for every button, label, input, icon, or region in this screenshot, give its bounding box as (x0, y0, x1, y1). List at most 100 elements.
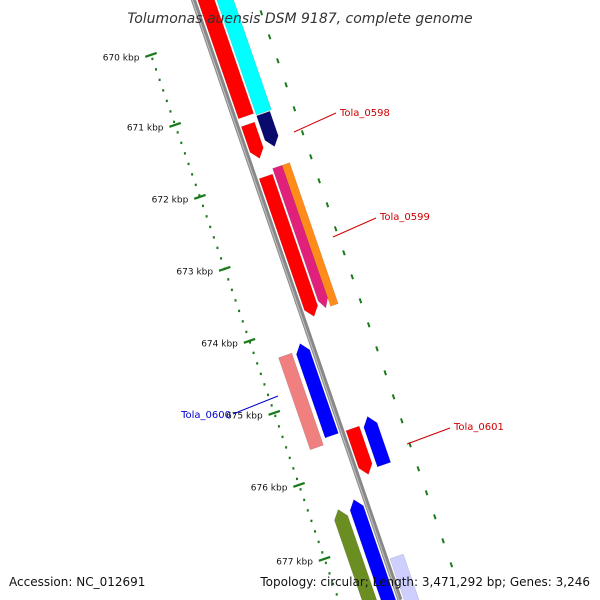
gene-feature-tola-0601 (363, 416, 392, 468)
scale-dot (165, 99, 168, 103)
feature-dash (267, 34, 272, 40)
scale-tick-label: 676 kbp (251, 483, 288, 493)
scale-dot (285, 446, 288, 449)
gene-features (197, 0, 420, 600)
scale-dot (314, 530, 317, 533)
scale-dot (216, 246, 219, 250)
scale-tick (268, 409, 281, 416)
gene-feature-tola-0598 (256, 110, 279, 148)
feature-dash (276, 58, 280, 64)
scale-dot (187, 162, 190, 166)
gene-feature-0600-blue (296, 343, 339, 439)
scale-dot (321, 551, 324, 554)
scale-dot (238, 309, 241, 313)
scale-dot (198, 194, 201, 197)
scale-dot (317, 540, 320, 544)
gene-feature-0601-red (345, 425, 373, 475)
feature-dash (284, 82, 288, 88)
gene-feature-top-cyan (216, 0, 272, 116)
scale-tick (144, 51, 158, 58)
feature-dash (433, 514, 437, 520)
feature-dash (292, 106, 297, 112)
scale-dot (267, 393, 270, 397)
scale-dot (151, 57, 154, 61)
feature-dash (350, 274, 354, 280)
scale-dot (194, 183, 197, 187)
scale-tick (193, 193, 206, 200)
scale-dot (227, 278, 230, 281)
scale-dot (183, 152, 186, 155)
scale-tick-label: 672 kbp (152, 195, 189, 205)
backbone-highlight (191, 0, 400, 600)
gene-feature-top-red (197, 0, 255, 120)
scale-tick-label: 677 kbp (276, 557, 313, 567)
gene-feature-tola-0599 (272, 164, 328, 309)
scale-dot (288, 456, 291, 460)
scale-dot (245, 330, 248, 334)
map-title: Tolumonas auensis DSM 9187, complete gen… (127, 11, 472, 27)
scale-tick-label: 674 kbp (201, 339, 238, 349)
gene-label-leader (293, 112, 337, 133)
gene-label-leader (406, 427, 451, 445)
feature-dash (449, 562, 454, 568)
scale-dot (303, 498, 306, 502)
feature-dash (400, 418, 404, 424)
feature-dash (366, 322, 371, 328)
gene-feature-tola-0600 (278, 352, 324, 451)
scale-dot (335, 593, 338, 596)
scale-dot (310, 519, 313, 523)
feature-dash (416, 466, 421, 472)
scale-dot (252, 351, 255, 355)
backbone-line (190, 0, 403, 600)
feature-dash (391, 394, 396, 400)
scale-dot (158, 78, 161, 82)
feature-dash (309, 154, 313, 160)
feature-dash (383, 370, 388, 376)
scale-dot (176, 131, 179, 134)
scale-tick-label: 670 kbp (103, 53, 140, 63)
scale-tick (169, 121, 182, 128)
gene-label-tola-0600: Tola_0600 (180, 410, 231, 421)
genome-backbone (190, 0, 403, 600)
gene-labels: Tola_0598 Tola_0599 Tola_0600 Tola_0601 (180, 108, 504, 445)
scale-dot (180, 141, 183, 145)
scale-dot (248, 341, 251, 344)
scale-dot (209, 225, 212, 229)
feature-dash (317, 178, 321, 184)
gene-label-tola-0598: Tola_0598 (339, 108, 390, 119)
feature-dash (342, 250, 346, 256)
scale-dot (263, 383, 266, 386)
scale-dot (281, 435, 284, 439)
gene-label-tola-0601: Tola_0601 (453, 422, 504, 433)
scale-dot (191, 173, 194, 176)
gene-label-leader (232, 395, 279, 415)
scale-dot (230, 288, 233, 292)
scale-dot (220, 257, 223, 260)
feature-dashes (259, 10, 454, 568)
scale-dot (324, 561, 327, 565)
scale-tick (218, 265, 231, 272)
scale-tick-label: 673 kbp (176, 267, 213, 277)
scale-tick-label: 671 kbp (127, 123, 164, 133)
feature-dash (375, 346, 379, 352)
gene-label-leader (332, 217, 377, 238)
scale-dot (274, 414, 277, 418)
scale-dot (259, 372, 262, 376)
scale-dot (201, 204, 204, 208)
feature-dash (358, 298, 363, 304)
feature-dash (325, 202, 330, 208)
scale-ticks: 670 kbp 671 kbp 672 kbp 673 kbp 674 kbp 675 k… (103, 51, 331, 567)
gene-feature-0599-orange (281, 162, 339, 307)
feature-dash (333, 226, 338, 232)
gene-feature-bottom-blue (349, 499, 397, 600)
scale-tick (318, 555, 331, 562)
scale-dot (277, 425, 280, 428)
scale-dots (151, 57, 338, 596)
gene-feature-bottom-olive (334, 508, 378, 600)
scale-dot (292, 467, 295, 470)
feature-dash (300, 130, 305, 136)
scale-dot (169, 110, 172, 113)
scale-dot (162, 89, 165, 92)
scale-dot (295, 477, 298, 481)
